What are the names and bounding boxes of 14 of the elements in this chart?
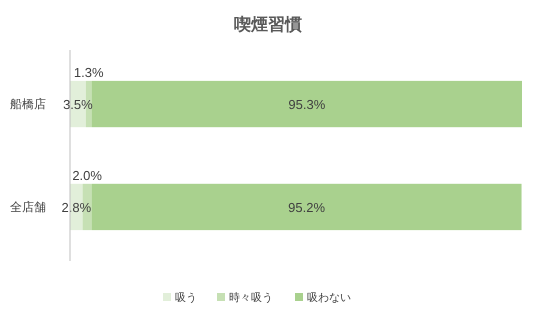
y-tick-label: 船橋店 [10,97,46,112]
data-label: 95.3% [288,97,326,112]
data-label: 95.2% [288,200,326,215]
legend-label: 時々吸う [229,291,273,304]
data-label: 1.3% [74,64,104,80]
data-label: 3.5% [63,97,94,112]
legend-label: 吸わない [307,292,351,304]
data-label: 2.8% [62,200,92,215]
y-tick-label: 全店舗 [10,200,46,214]
legend-label: 吸う [175,292,197,304]
bar [92,80,522,128]
data-label: 2.0% [72,168,102,183]
chart-title: 喫煙習慣 [234,15,302,34]
bar [92,184,522,230]
